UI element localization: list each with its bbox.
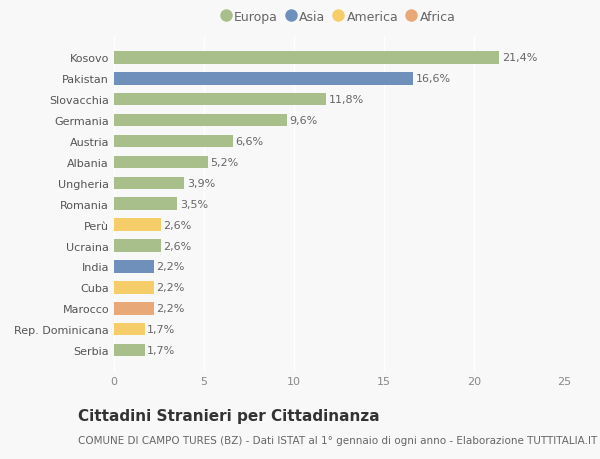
Bar [114,52,499,64]
Bar [114,94,326,106]
Text: 3,9%: 3,9% [187,179,215,188]
Bar [114,344,145,357]
Text: 2,2%: 2,2% [156,262,185,272]
Text: 2,2%: 2,2% [156,303,185,313]
Text: 2,6%: 2,6% [163,220,192,230]
Text: Cittadini Stranieri per Cittadinanza: Cittadini Stranieri per Cittadinanza [78,408,380,423]
Bar [114,115,287,127]
Text: 21,4%: 21,4% [502,53,537,63]
Text: 2,6%: 2,6% [163,241,192,251]
Bar [114,135,233,148]
Text: 3,5%: 3,5% [180,199,208,209]
Text: 6,6%: 6,6% [235,137,263,147]
Bar [114,302,154,315]
Bar [114,281,154,294]
Text: COMUNE DI CAMPO TURES (BZ) - Dati ISTAT al 1° gennaio di ogni anno - Elaborazion: COMUNE DI CAMPO TURES (BZ) - Dati ISTAT … [78,435,597,445]
Text: 1,7%: 1,7% [148,345,176,355]
Bar [114,323,145,336]
Text: 2,2%: 2,2% [156,283,185,293]
Bar [114,73,413,85]
Legend: Europa, Asia, America, Africa: Europa, Asia, America, Africa [218,6,460,29]
Text: 16,6%: 16,6% [415,74,451,84]
Text: 11,8%: 11,8% [329,95,364,105]
Text: 9,6%: 9,6% [290,116,318,126]
Bar [114,156,208,169]
Text: 1,7%: 1,7% [148,325,176,335]
Bar [114,198,177,211]
Text: 5,2%: 5,2% [211,157,239,168]
Bar [114,219,161,231]
Bar [114,240,161,252]
Bar [114,177,184,190]
Bar [114,261,154,273]
